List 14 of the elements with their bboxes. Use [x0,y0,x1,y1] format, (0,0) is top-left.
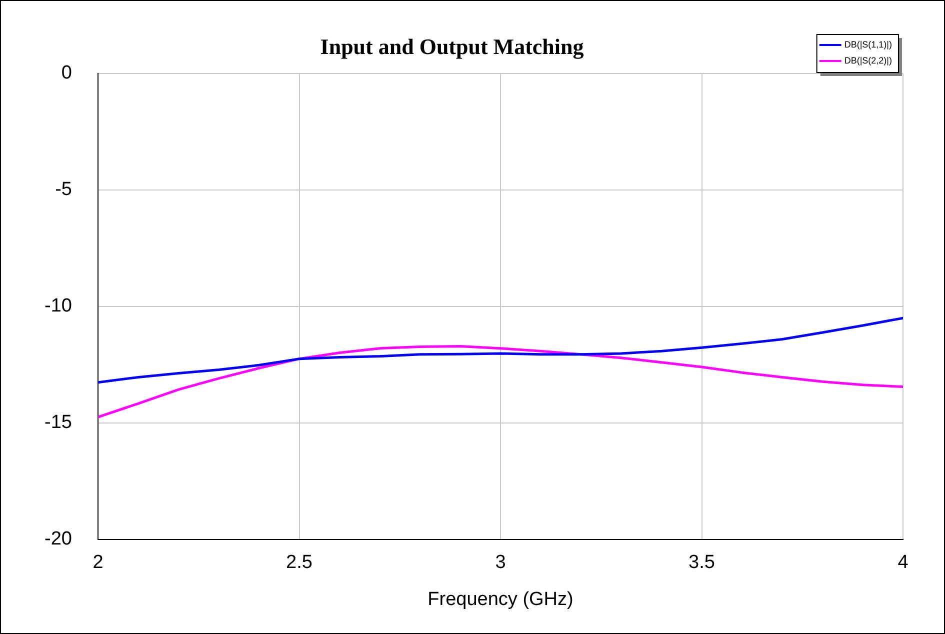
x-tick-label: 3 [495,552,506,574]
x-tick-label: 2 [92,552,104,574]
x-tick-label: 2.5 [286,552,312,574]
y-tick-label: -10 [44,296,72,317]
y-tick-label: -20 [44,528,72,550]
legend-label: DB(|S(1,1)|) [844,39,892,50]
chart-title: Input and Output Matching [320,34,584,59]
x-axis-title: Frequency (GHz) [428,588,574,610]
y-tick-label: -5 [55,179,72,200]
y-tick-label: -15 [44,412,72,434]
legend-label: DB(|S(2,2)|) [844,55,892,66]
y-tick-label: 0 [61,62,72,84]
x-tick-label: 3.5 [688,552,715,574]
x-tick-label: 4 [898,552,909,574]
